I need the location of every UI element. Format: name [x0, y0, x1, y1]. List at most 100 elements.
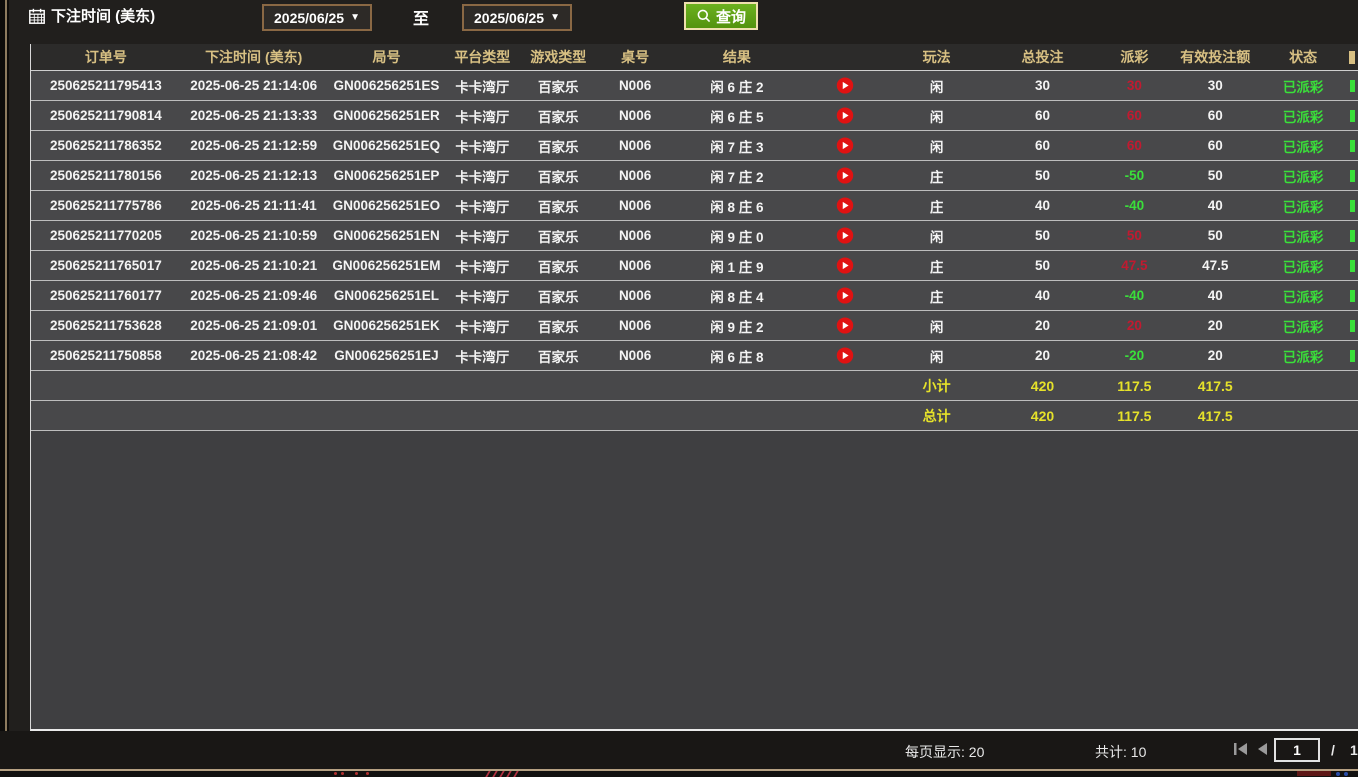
cell-payout: -20 — [1124, 348, 1145, 363]
cell-game: 百家乐 — [537, 109, 579, 125]
clipped-cell-sliver — [1349, 229, 1355, 242]
cell-status: 已派彩 — [1282, 349, 1324, 365]
date-from-select[interactable]: 2025/06/25 ▼ — [262, 4, 372, 31]
cell-status: 已派彩 — [1282, 259, 1324, 275]
total-pages-label: 1 — [1350, 742, 1358, 758]
clipped-cell-sliver — [1349, 349, 1355, 362]
col-header-total-bet: 总投注 — [1021, 49, 1064, 65]
cell-table: N006 — [618, 168, 652, 183]
cell-payout: -40 — [1124, 288, 1145, 303]
cell-total-bet: 60 — [1034, 108, 1050, 123]
table-header-row: 订单号 下注时间 (美东) 局号 平台类型 游戏类型 桌号 结果 玩法 总投注 … — [31, 44, 1358, 71]
cell-play: 庄 — [929, 289, 944, 305]
play-icon — [836, 107, 853, 124]
cell-play: 闲 — [929, 229, 944, 245]
footer-bar: 每页显示: 20 共计: 10 1 / 1 — [0, 731, 1358, 769]
cell-result: 闲 9 庄 0 — [710, 229, 764, 245]
cell-total-bet: 50 — [1034, 168, 1050, 183]
cell-time: 2025-06-25 21:08:42 — [190, 348, 318, 363]
previous-page-icon[interactable] — [1255, 741, 1269, 757]
col-header-game: 游戏类型 — [530, 49, 587, 65]
cell-platform: 卡卡湾厅 — [455, 139, 510, 155]
cell-valid-bet: 20 — [1207, 348, 1223, 363]
cell-game: 百家乐 — [537, 139, 579, 155]
table-row: 250625211753628 2025-06-25 21:09:01 GN00… — [31, 311, 1358, 341]
cell-valid-bet: 50 — [1207, 168, 1223, 183]
replay-video-button[interactable] — [836, 257, 854, 274]
replay-video-button[interactable] — [836, 347, 854, 364]
cell-total-bet: 40 — [1034, 198, 1050, 213]
play-icon — [836, 347, 853, 364]
col-header-round: 局号 — [372, 49, 401, 65]
cell-platform: 卡卡湾厅 — [455, 229, 510, 245]
replay-video-button[interactable] — [836, 167, 854, 184]
col-header-payout: 派彩 — [1120, 49, 1149, 65]
clipped-cell-sliver — [1349, 109, 1355, 122]
cell-platform: 卡卡湾厅 — [455, 199, 510, 215]
table-row: 250625211760177 2025-06-25 21:09:46 GN00… — [31, 281, 1358, 311]
cell-status: 已派彩 — [1282, 109, 1324, 125]
cell-result: 闲 7 庄 2 — [710, 169, 764, 185]
left-edge-strip — [0, 0, 9, 770]
background-bleed-dot — [1344, 772, 1348, 776]
replay-video-button[interactable] — [836, 287, 854, 304]
cell-round: GN006256251ES — [333, 78, 440, 93]
replay-video-button[interactable] — [836, 227, 854, 244]
query-button[interactable]: 查询 — [684, 2, 759, 30]
replay-video-button[interactable] — [836, 317, 854, 334]
cell-round: GN006256251EJ — [334, 348, 439, 363]
clipped-column-cell — [1345, 139, 1358, 152]
page-slash: / — [1331, 742, 1335, 758]
cell-play: 闲 — [929, 79, 944, 95]
clipped-column-cell — [1345, 289, 1358, 302]
clipped-cell-sliver — [1349, 139, 1355, 152]
cell-round: GN006256251EN — [333, 228, 440, 243]
cell-result: 闲 9 庄 2 — [710, 319, 764, 335]
cell-valid-bet: 20 — [1207, 318, 1223, 333]
cell-payout: 60 — [1126, 108, 1142, 123]
first-page-icon[interactable] — [1232, 741, 1250, 757]
total-row: 总计 420 117.5 417.5 — [31, 401, 1358, 431]
cell-platform: 卡卡湾厅 — [455, 319, 510, 335]
cell-result: 闲 6 庄 5 — [710, 109, 764, 125]
cell-payout: 20 — [1126, 318, 1142, 333]
clipped-column-cell — [1345, 109, 1358, 122]
cell-time: 2025-06-25 21:09:01 — [190, 318, 318, 333]
date-to-select[interactable]: 2025/06/25 ▼ — [462, 4, 572, 31]
total-label: 总计 — [922, 407, 951, 424]
cell-time: 2025-06-25 21:10:59 — [190, 228, 318, 243]
cell-order: 250625211770205 — [49, 228, 162, 243]
cell-order: 250625211760177 — [49, 288, 162, 303]
replay-video-button[interactable] — [836, 137, 854, 154]
subtotal-valid-bet: 417.5 — [1197, 377, 1233, 394]
bet-time-filter-text: 下注时间 (美东) — [51, 8, 156, 25]
cell-order: 250625211780156 — [49, 168, 162, 183]
cell-table: N006 — [618, 318, 652, 333]
page-number-input[interactable]: 1 — [1274, 738, 1320, 762]
col-header-status: 状态 — [1289, 49, 1318, 65]
cell-status: 已派彩 — [1282, 199, 1324, 215]
replay-video-button[interactable] — [836, 197, 854, 214]
clipped-column-cell — [1345, 229, 1358, 242]
clipped-column-cell — [1345, 349, 1358, 362]
replay-video-button[interactable] — [836, 107, 854, 124]
play-icon — [836, 317, 853, 334]
query-button-label: 查询 — [716, 8, 747, 26]
table-row: 250625211770205 2025-06-25 21:10:59 GN00… — [31, 221, 1358, 251]
cell-table: N006 — [618, 258, 652, 273]
play-icon — [836, 167, 853, 184]
background-bleed-mark — [506, 771, 512, 777]
cell-table: N006 — [618, 108, 652, 123]
cell-status: 已派彩 — [1282, 139, 1324, 155]
cell-game: 百家乐 — [537, 169, 579, 185]
cell-status: 已派彩 — [1282, 289, 1324, 305]
col-header-result: 结果 — [722, 49, 751, 65]
cell-time: 2025-06-25 21:14:06 — [190, 78, 318, 93]
cell-game: 百家乐 — [537, 229, 579, 245]
cell-payout: 50 — [1126, 228, 1142, 243]
background-bleed-mark — [492, 771, 498, 777]
replay-video-button[interactable] — [836, 77, 854, 94]
cell-result: 闲 8 庄 4 — [710, 289, 764, 305]
col-header-platform: 平台类型 — [454, 49, 511, 65]
per-page-label: 每页显示: 20 — [905, 744, 985, 760]
